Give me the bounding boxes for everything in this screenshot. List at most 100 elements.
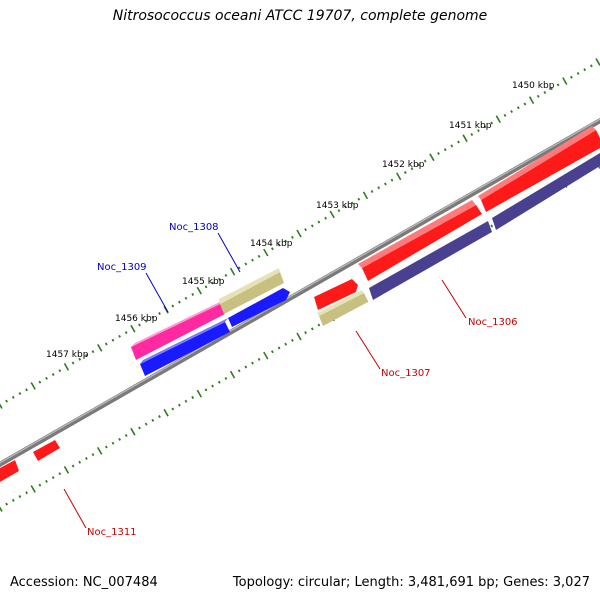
outer-track-tick (11, 395, 15, 399)
outer-track-tick (18, 392, 22, 396)
outer-track-tick (58, 369, 62, 373)
accession-text: Accession: NC_007484 (10, 575, 158, 590)
gene-features (0, 126, 600, 482)
gene-label-noc-1308[interactable]: Noc_1308 (169, 222, 219, 233)
outer-track-tick (337, 209, 341, 213)
inner-track-tick (291, 338, 294, 342)
outer-track-tick (503, 113, 507, 117)
gene-noc-1309[interactable] (131, 304, 225, 360)
gene-noc-1308[interactable] (220, 272, 284, 314)
gene-noc-1307[interactable] (319, 293, 368, 326)
scale-label-1453: 1453 kbp (316, 201, 359, 211)
outer-track-tick (523, 102, 527, 106)
genome-backbone-highlight (0, 118, 600, 464)
gene-noc-1306-red[interactable] (362, 205, 482, 281)
inner-track-tick (158, 415, 161, 419)
outer-track-tick (85, 353, 88, 357)
outer-track-tick (396, 172, 402, 181)
inner-track-tick (18, 495, 22, 499)
inner-track-tick (130, 427, 136, 436)
outer-track-tick (576, 71, 580, 75)
outer-track-tick (51, 373, 55, 377)
outer-track-tick (490, 121, 494, 125)
outer-track-tick (423, 159, 427, 163)
gene-blue-left[interactable] (140, 322, 230, 376)
outer-track-tick (543, 90, 547, 94)
gene-label-noc-1311[interactable]: Noc_1311 (87, 527, 137, 538)
inner-track-tick (271, 350, 274, 354)
gene-red-edge[interactable] (0, 460, 19, 482)
outer-track-tick (263, 248, 269, 257)
inner-track-tick (45, 479, 48, 483)
outer-track-tick (324, 216, 327, 220)
outer-track-tick (495, 115, 501, 124)
inner-track-tick (244, 365, 248, 369)
inner-track-tick (490, 224, 494, 228)
gene-noc-1307-red[interactable] (314, 279, 358, 310)
outer-track-tick (470, 132, 474, 136)
inner-track-tick (317, 323, 321, 327)
inner-track-tick (178, 403, 181, 407)
inner-track-tick (163, 408, 169, 417)
inner-track-tick (25, 491, 28, 495)
inner-track-tick (237, 369, 241, 373)
inner-track-tick (30, 485, 36, 493)
inner-track-tick (124, 434, 128, 438)
inner-track-tick (85, 456, 88, 460)
outer-track-tick (237, 266, 241, 270)
leader-noc-1307 (355, 330, 381, 370)
gene-navy-upper[interactable] (492, 153, 600, 230)
scale-label-1454: 1454 kbp (250, 239, 293, 249)
inner-track-tick (184, 399, 188, 403)
inner-track-tick (224, 376, 228, 380)
outer-track-tick (437, 151, 440, 155)
outer-track-tick (5, 399, 8, 403)
outer-track-tick (45, 376, 48, 380)
outer-track-tick (362, 191, 369, 200)
gene-noc-1306[interactable] (369, 221, 492, 300)
gene-blue-right[interactable] (228, 288, 290, 327)
inner-track-tick (296, 332, 302, 341)
outer-track-tick (410, 167, 414, 171)
outer-track-tick (130, 324, 136, 333)
outer-track-tick (457, 140, 460, 144)
outer-track-tick (344, 205, 347, 209)
scale-label-1450: 1450 kbp (512, 81, 555, 91)
gene-label-noc-1306[interactable]: Noc_1306 (468, 317, 518, 328)
outer-track-tick (429, 153, 435, 162)
leader-noc-1311 (63, 488, 87, 529)
inner-track-tick (118, 437, 121, 441)
outer-track-tick (570, 75, 573, 79)
gene-label-noc-1309[interactable]: Noc_1309 (97, 262, 147, 273)
outer-track-tick (516, 106, 520, 110)
outer-track-tick (163, 305, 169, 314)
gene-red-upper[interactable] (481, 130, 600, 212)
outer-track-tick (184, 296, 188, 300)
outer-track-tick (350, 201, 354, 205)
outer-track-tick (550, 87, 553, 91)
outer-tick-track (0, 58, 600, 409)
outer-track-tick (204, 285, 208, 289)
gene-label-noc-1307[interactable]: Noc_1307 (381, 368, 431, 379)
outer-track-tick (583, 68, 587, 72)
outer-track-tick (158, 312, 161, 316)
leader-noc-1309 (145, 272, 169, 313)
inner-track-tick (204, 388, 208, 392)
inner-track-tick (263, 351, 269, 360)
inner-track-tick (310, 327, 314, 331)
outer-track-tick (229, 267, 236, 276)
outer-track-tick (291, 235, 294, 239)
outer-track-tick (104, 342, 108, 346)
outer-track-tick (595, 58, 600, 66)
inner-track-tick (78, 460, 82, 464)
outer-track-tick (296, 229, 302, 238)
outer-track-tick (284, 239, 288, 243)
inner-track-tick (63, 466, 70, 474)
inner-track-tick (58, 472, 62, 476)
outer-track-tick (25, 388, 28, 392)
gene-noc-1311[interactable] (33, 440, 60, 461)
outer-track-tick (118, 334, 121, 338)
outer-track-tick (510, 110, 513, 114)
outer-track-tick (138, 323, 141, 327)
inner-track-tick (104, 445, 108, 449)
